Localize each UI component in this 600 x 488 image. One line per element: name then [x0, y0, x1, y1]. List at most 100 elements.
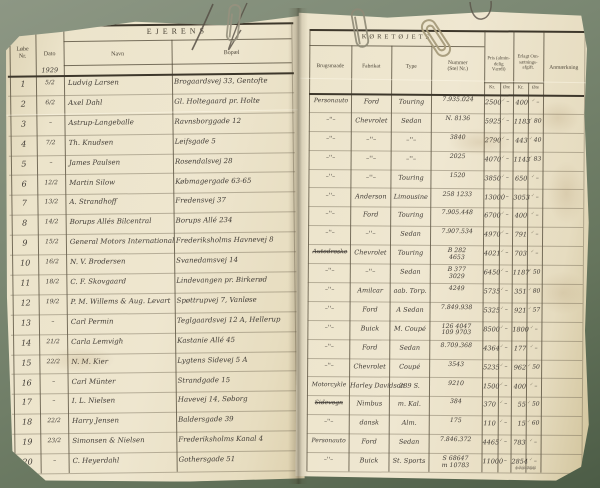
entry-date: – [48, 119, 52, 127]
tax-kr: 3053 [513, 192, 530, 202]
owner-name: Harry Jensen [72, 416, 120, 426]
tax-ore: ✓50 [528, 268, 541, 276]
tax-kr: 1183 [513, 117, 531, 126]
owner-residence: Teglgaardsvej 12 A, Hellerup [176, 315, 281, 325]
tax-kr: 400 [515, 98, 529, 107]
vehicle-number: 175 [449, 417, 462, 425]
vehicle-type: Touring [397, 248, 424, 258]
vehicle-type: Sedan [401, 116, 422, 125]
vehicle-make: –''– [366, 154, 377, 163]
tax-ore: ✓– [531, 174, 539, 182]
entry-date: 21/2 [46, 337, 60, 345]
usage-type: –''– [324, 323, 335, 332]
vehicle-type: Limousine [393, 192, 428, 201]
vehicle-type: Sedan [399, 343, 421, 352]
owner-residence: Kastanie Allé 45 [177, 335, 236, 345]
owner-residence: Gothersgade 51 [178, 455, 236, 464]
price-kr: 5925 [484, 117, 502, 126]
year-note: 1929 [41, 66, 59, 75]
pencil-tick: ✓ [500, 230, 505, 236]
tax-ore: ✓– [530, 211, 539, 220]
owner-name: Simonsen & Nielsen [72, 436, 145, 446]
column-header-date: Dato [43, 51, 56, 58]
entry-number: 15 [21, 358, 32, 368]
pencil-tick: ✓ [499, 438, 504, 444]
pencil-tick: ✓ [501, 173, 505, 180]
owner-residence: Lygtens Sidevej 5 A [177, 355, 248, 365]
subheader-ore: Øre [531, 85, 540, 91]
tax-kr: 1187 [512, 268, 530, 277]
ledger-row: 20 – C. Heyerdahl Gothersgade 51 [12, 450, 298, 474]
vehicle-make: dansk [359, 418, 380, 427]
tax-ore: ✓– [530, 249, 539, 257]
pencil-tick: ✓ [501, 98, 506, 104]
owner-residence: Leifsgade 5 [174, 136, 216, 146]
usage-type: –''– [325, 210, 335, 218]
vehicle-make: Ford [363, 210, 379, 219]
vehicle-type: Alm. [401, 418, 417, 428]
column-header-no: Løbe Nr. [16, 46, 29, 60]
vehicle-number: 7.935.024 [442, 95, 474, 104]
vehicle-number: 258 1233 [442, 190, 473, 198]
usage-type: –''– [325, 172, 336, 180]
entry-number: 12 [20, 298, 31, 308]
pencil-tick: ✓ [527, 287, 532, 293]
entry-date: – [53, 457, 57, 465]
pencil-tick: ✓ [529, 136, 533, 142]
vehicle-make: Chevrolet [355, 116, 388, 125]
price-kr: 3850 [484, 173, 502, 182]
usage-type: –''– [325, 229, 335, 237]
pencil-tick: ✓ [500, 325, 504, 331]
vehicle-number: 9210 [448, 379, 464, 387]
vehicle-number: 4249 [448, 285, 465, 293]
vehicle-number: B 282 4653 [447, 247, 467, 261]
entry-number: 4 [21, 139, 27, 149]
pencil-tick: ✓ [529, 438, 534, 444]
entry-number: 1 [20, 79, 26, 89]
price-kr: 4021 [483, 249, 501, 258]
tax-kr: 55 [517, 400, 526, 409]
entry-date: 15/2 [45, 238, 59, 246]
price-kr: 110 [483, 419, 496, 428]
price-ore: ✓– [499, 362, 508, 371]
pencil-tick: ✓ [500, 287, 505, 293]
vehicle-type: Coupé [399, 362, 421, 371]
pencil-tick: ✓ [528, 268, 532, 274]
usage-type: –''– [326, 116, 336, 124]
price-kr: 4465 [482, 438, 500, 447]
vehicle-make: Nimbus [356, 399, 383, 408]
pencil-tick: ✓ [499, 400, 504, 406]
price-kr: 4364 [483, 343, 500, 353]
owner-name: I. L. Nielsen [71, 396, 116, 406]
price-ore: ✓– [499, 457, 507, 465]
price-kr: 5235 [483, 362, 500, 371]
owner-name: Martin Silow [69, 177, 116, 187]
entry-number: 7 [21, 198, 28, 208]
entry-number: 2 [20, 99, 26, 109]
vehicle-type: Touring [398, 97, 425, 106]
stain [448, 128, 512, 156]
owner-name: Astrup-Langeballe [68, 118, 134, 127]
tax-kr: 962 [513, 363, 527, 372]
grid-line [484, 82, 543, 83]
vehicle-make: Ford [363, 97, 380, 106]
usage-type: –''– [326, 134, 336, 143]
tax-ore: ✓40 [529, 136, 542, 144]
price-ore: ✓– [500, 268, 509, 276]
owner-residence: Borups Allé 234 [175, 216, 233, 226]
pencil-tick: ✓ [531, 98, 536, 104]
pencil-tick: ✓ [527, 306, 532, 312]
vehicle-make: Ford [362, 343, 378, 352]
vehicle-number: S 68647 m 10783 [441, 455, 470, 469]
vehicle-number: 7.905.448 [441, 209, 473, 217]
entry-number: 19 [22, 437, 33, 447]
vehicle-type: Sedan [400, 267, 421, 276]
pencil-tick: ✓ [527, 363, 532, 369]
tax-kr: 703 [514, 249, 527, 258]
entry-number: 18 [21, 417, 33, 427]
vehicle-type: A Sedan [396, 305, 424, 314]
entry-date: 12/2 [44, 178, 58, 186]
column-header-type: Type [405, 63, 417, 70]
column-header-price: Pris (almin- delig Værdi) [487, 56, 511, 73]
owner-name: Ludvig Larsen [67, 78, 119, 88]
